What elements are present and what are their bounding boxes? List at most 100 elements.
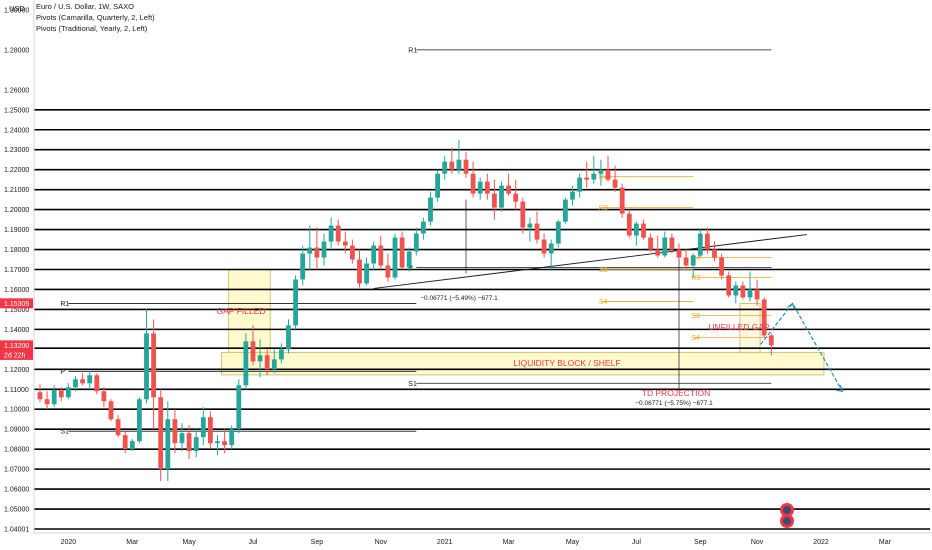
indicator-traditional: Pivots (Traditional, Yearly, 2, Left) [36, 24, 148, 33]
candle [492, 179, 497, 220]
zone-rect [228, 269, 271, 356]
candle [342, 231, 348, 254]
y-tick-label: 1.22000 [4, 167, 29, 174]
candle [200, 407, 206, 446]
y-axis[interactable]: 1.25000 1.24000 1.23000 1.22000 1.21000 1.200… [0, 0, 35, 533]
currency-label: USD [9, 4, 25, 13]
candle [605, 155, 611, 182]
candle [229, 425, 235, 450]
y-tick-label: 1.05000 [4, 507, 29, 514]
candle [697, 229, 703, 258]
x-tick-label: 2022 [813, 539, 829, 546]
candle [80, 373, 85, 386]
pivot-label: S1 [408, 381, 417, 388]
candle [705, 227, 710, 254]
pivot-label: R3 [599, 205, 608, 212]
candle [314, 227, 320, 270]
candle [300, 245, 306, 286]
y-tick-label: 1.15000 [4, 307, 29, 314]
candle [726, 271, 732, 298]
candle [484, 173, 490, 200]
candle [165, 401, 171, 482]
x-tick-label: May [566, 539, 580, 546]
candle [712, 241, 717, 262]
candle [506, 173, 511, 196]
pivot-label: R3 [691, 275, 700, 282]
candle [250, 325, 256, 366]
pivot-label: S1 [60, 429, 69, 436]
candle [690, 253, 696, 278]
candle [115, 415, 121, 438]
candle [655, 235, 661, 258]
y-tick-label: 1.12000 [4, 367, 29, 374]
candle [683, 249, 689, 270]
candle [406, 247, 412, 272]
candle [413, 227, 419, 256]
x-axis[interactable]: 2020 Mar May Jul Sep Nov 2021 Mar May Jul Sep Nov 20… [34, 532, 932, 546]
candle [108, 399, 114, 422]
candle [58, 387, 64, 402]
candle [350, 239, 355, 264]
candle [335, 219, 341, 246]
pivot-label: S4 [599, 299, 608, 306]
candle [676, 243, 682, 260]
candle [257, 339, 263, 378]
candle [555, 219, 561, 248]
candle [94, 373, 100, 395]
chart-annotation: GAP FILLED [217, 306, 266, 316]
candle [378, 235, 384, 270]
candle [541, 233, 547, 258]
candle [456, 139, 462, 174]
x-tick-label: Mar [126, 539, 139, 546]
candle [520, 197, 526, 234]
candle [179, 423, 185, 452]
candle [648, 233, 653, 252]
candle [279, 343, 284, 364]
candle [399, 231, 405, 270]
candle [463, 151, 469, 178]
price-level-lines [34, 108, 930, 530]
candle [243, 333, 249, 390]
candle [151, 319, 156, 430]
candle [144, 309, 149, 404]
candle [626, 209, 632, 238]
chart-annotation: TD PROJECTION [642, 388, 710, 398]
y-tick-label: 1.24000 [4, 127, 29, 134]
candle [172, 409, 178, 454]
y-tick-label: 1.20000 [4, 207, 29, 214]
candle [442, 155, 448, 180]
candle [122, 431, 128, 454]
y-tick-label: 1.25000 [4, 107, 29, 114]
candle [208, 411, 213, 450]
candle [548, 239, 554, 270]
candle [768, 333, 774, 356]
candle [328, 217, 334, 250]
y-tick-label: 1.21000 [4, 187, 29, 194]
drawings-layer [373, 199, 844, 393]
x-tick-label: 2020 [61, 539, 77, 546]
candle [754, 279, 760, 306]
candle [634, 221, 639, 246]
candle [449, 147, 455, 174]
chart-header: Euro / U.S. Dollar, 1W, SAXO Pivots (Cam… [9, 2, 155, 33]
y-tick-label: 1.10000 [4, 407, 29, 414]
x-tick-label: Mar [879, 539, 892, 546]
candle [137, 397, 142, 444]
candle [129, 439, 135, 452]
x-tick-label: Jul [249, 539, 258, 546]
candle [215, 435, 220, 456]
y-tick-label: 1.26000 [4, 87, 29, 94]
candle [513, 179, 519, 210]
candle [499, 181, 504, 212]
candle [186, 425, 192, 460]
y-tick-label: 1.23000 [4, 147, 29, 154]
candle [286, 319, 291, 354]
y-tick-label: 1.17000 [4, 267, 29, 274]
candle [570, 185, 575, 206]
pivot-label: R1 [60, 301, 69, 308]
y-tick-label: 1.28000 [4, 47, 29, 54]
y-tick-label: 1.14000 [4, 327, 29, 334]
candles-layer [37, 139, 774, 482]
y-tick-label: 1.09000 [4, 427, 29, 434]
